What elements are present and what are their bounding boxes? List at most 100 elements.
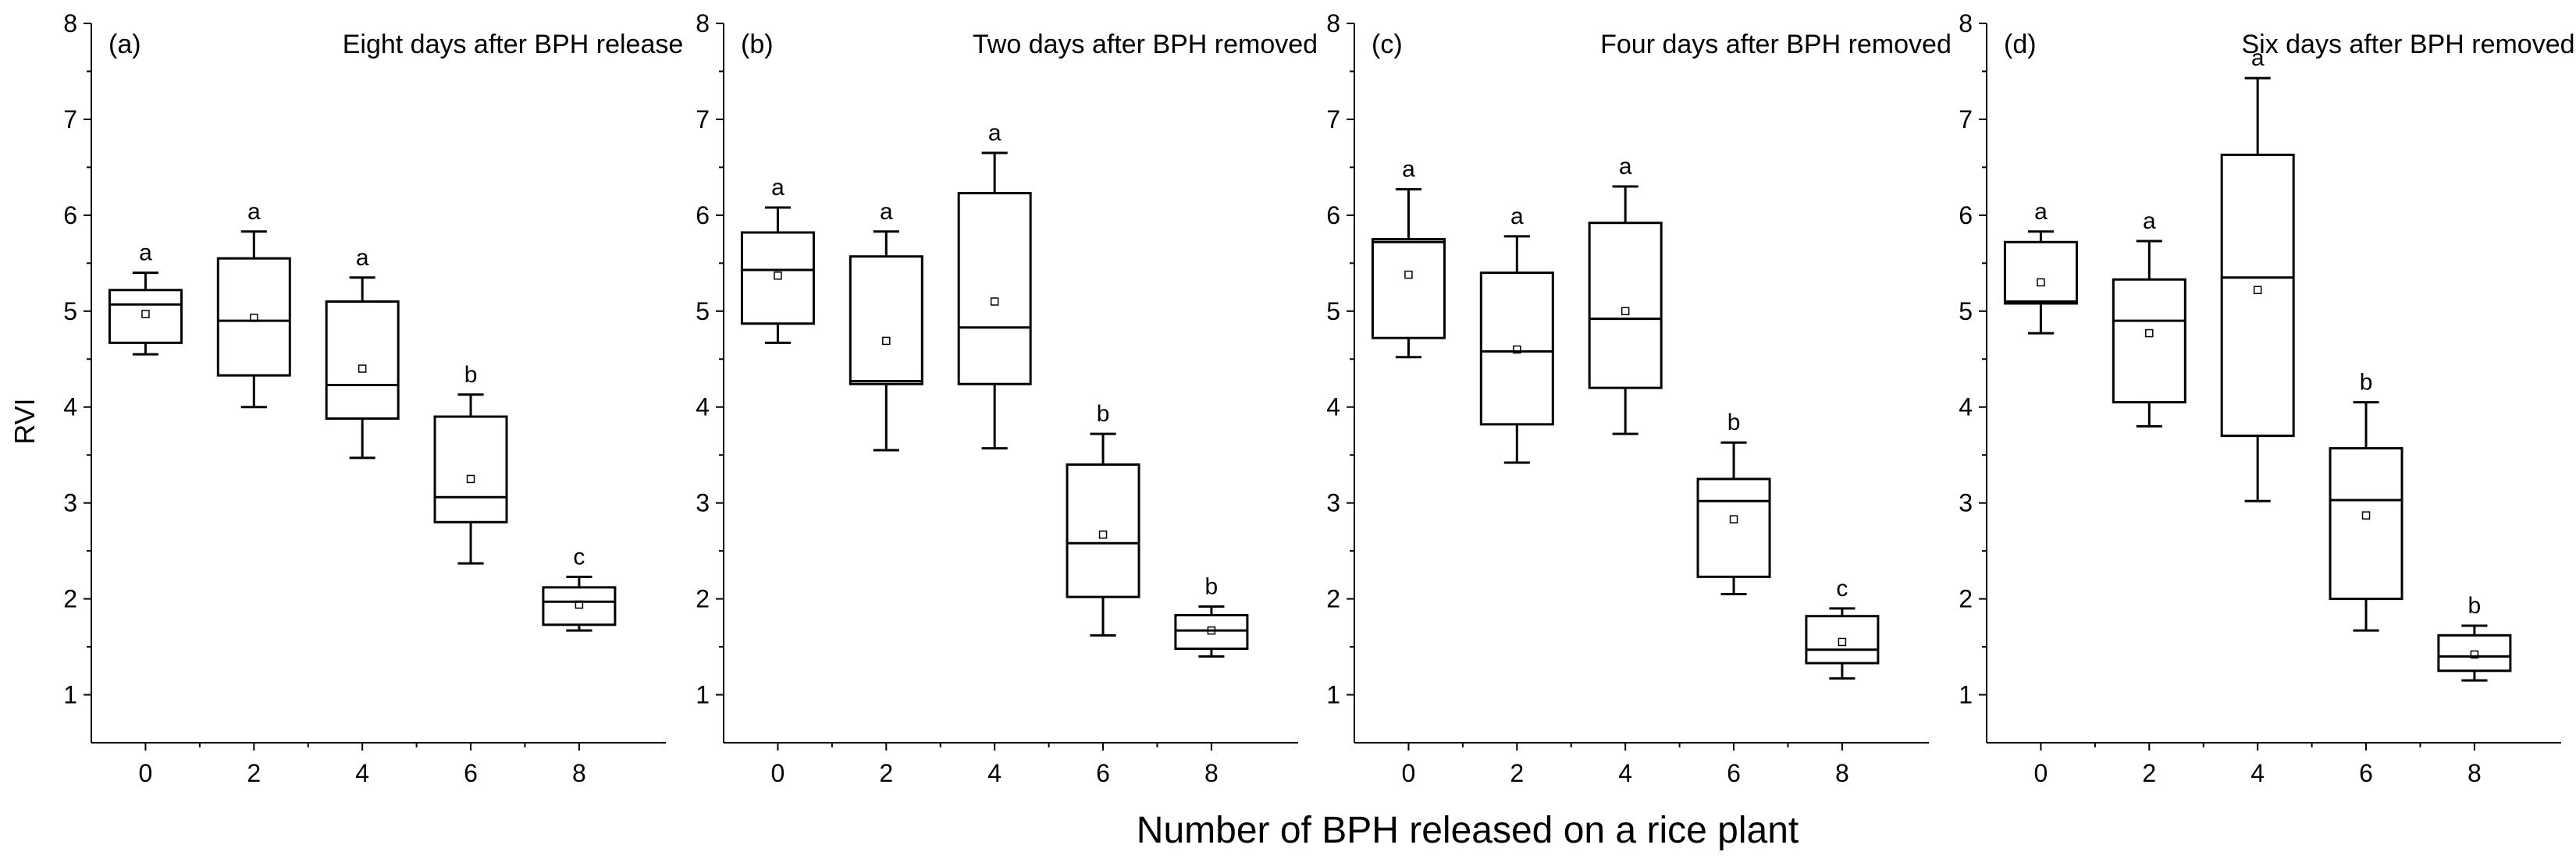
x-tick-label: 4: [1618, 759, 1632, 787]
box-group-6: b: [2329, 370, 2403, 632]
mean-marker: [1621, 307, 1630, 316]
box-iqr: [1805, 615, 1880, 665]
x-tick-label: 8: [2467, 759, 2482, 787]
significance-letter: a: [2143, 208, 2156, 234]
box-group-6: b: [433, 362, 508, 565]
mean-marker: [774, 272, 782, 280]
panel-2: 1 2 3 4 5 6 7 8 0 2 4 6 8 (c) Four days after BPH remo…: [1326, 9, 1952, 787]
y-tick-label: 1: [1326, 681, 1340, 709]
y-tick-label: 6: [63, 201, 77, 229]
x-tick-label: 0: [771, 759, 785, 787]
box-group-2: a: [849, 199, 923, 452]
box-iqr: [1588, 222, 1663, 389]
box-iqr: [542, 586, 617, 626]
box-group-0: a: [1371, 157, 1446, 359]
box-group-4: a: [1588, 154, 1663, 435]
panel-title: Six days after BPH removed: [2241, 30, 2574, 59]
y-tick-label: 6: [696, 201, 710, 229]
panel-1: 1 2 3 4 5 6 7 8 0 2 4 6 8 (b) Two days after BPH remov…: [696, 9, 1318, 787]
y-tick-label: 8: [1326, 9, 1340, 37]
box-group-6: b: [1696, 410, 1771, 595]
significance-letter: a: [247, 199, 261, 225]
panels: 1 2 3 4 5 6 7 8 0 2 4 6 8 (a) Eight days after BPH rel…: [63, 9, 2574, 787]
box-group-2: a: [1479, 204, 1554, 464]
y-tick-label: 7: [63, 105, 77, 133]
mean-marker: [358, 364, 367, 373]
x-tick-label: 0: [139, 759, 153, 787]
significance-letter: a: [2034, 199, 2048, 225]
y-tick-label: 2: [63, 585, 77, 613]
box-iqr: [2437, 634, 2512, 673]
x-tick-label: 8: [1204, 759, 1219, 787]
box-iqr: [1696, 477, 1771, 578]
box-iqr: [1371, 238, 1446, 339]
mean-marker: [250, 314, 258, 322]
box-iqr: [216, 257, 291, 377]
y-tick-label: 7: [1959, 105, 1973, 133]
box-group-0: a: [740, 175, 815, 344]
box-group-8: b: [2437, 593, 2512, 682]
panel-title: Two days after BPH removed: [973, 30, 1318, 59]
x-tick-label: 2: [247, 759, 261, 787]
y-tick-label: 2: [1326, 585, 1340, 613]
mean-marker: [2145, 328, 2154, 338]
significance-letter: b: [1097, 401, 1110, 427]
significance-letter: c: [573, 544, 585, 570]
x-tick-label: 2: [879, 759, 893, 787]
y-tick-label: 4: [1959, 393, 1973, 421]
box-iqr: [325, 300, 400, 420]
y-tick-label: 8: [63, 9, 77, 37]
mean-marker: [575, 600, 584, 609]
box-iqr: [1479, 272, 1554, 426]
significance-letter: c: [1836, 576, 1848, 602]
box-group-6: b: [1066, 401, 1140, 637]
y-tick-label: 3: [1959, 489, 1973, 517]
box-group-4: a: [957, 120, 1032, 450]
y-tick-label: 6: [1959, 201, 1973, 229]
x-tick-label: 8: [1835, 759, 1849, 787]
significance-letter: a: [356, 245, 369, 271]
significance-letter: b: [1205, 573, 1219, 599]
box-group-2: a: [216, 199, 291, 409]
mean-marker: [1729, 515, 1738, 524]
box-iqr: [1174, 613, 1249, 651]
y-axis-label: RVI: [9, 398, 41, 444]
significance-letter: a: [880, 199, 893, 225]
y-tick-label: 2: [1959, 585, 1973, 613]
y-tick-label: 2: [696, 585, 710, 613]
box-group-0: a: [2003, 199, 2078, 335]
panel-label: (b): [741, 30, 774, 59]
y-tick-label: 3: [63, 489, 77, 517]
mean-marker: [990, 297, 999, 306]
x-tick-label: 8: [572, 759, 586, 787]
x-tick-label: 6: [464, 759, 478, 787]
mean-marker: [466, 474, 475, 484]
box-iqr: [433, 415, 508, 524]
box-iqr: [1066, 463, 1140, 598]
significance-letter: a: [1619, 154, 1632, 179]
box-group-4: a: [325, 245, 400, 460]
box-iqr: [2329, 447, 2403, 601]
x-tick-label: 6: [2359, 759, 2373, 787]
box-group-8: b: [1174, 573, 1249, 658]
mean-marker: [2037, 278, 2045, 287]
panel-label: (d): [2004, 30, 2037, 59]
x-tick-label: 4: [2250, 759, 2265, 787]
box-group-2: a: [2112, 208, 2186, 428]
y-tick-label: 3: [1326, 489, 1340, 517]
significance-letter: a: [988, 120, 1002, 146]
x-tick-label: 6: [1096, 759, 1110, 787]
box-group-8: c: [1805, 576, 1880, 680]
x-tick-label: 2: [2142, 759, 2156, 787]
panel-title: Four days after BPH removed: [1600, 30, 1952, 59]
mean-marker: [141, 310, 150, 318]
mean-marker: [1513, 345, 1521, 354]
box-iqr: [2220, 153, 2295, 438]
panel-label: (c): [1372, 30, 1403, 59]
mean-marker: [2470, 650, 2479, 659]
significance-letter: a: [139, 240, 152, 266]
y-tick-label: 7: [696, 105, 710, 133]
significance-letter: a: [1510, 204, 1524, 229]
x-tick-label: 6: [1727, 759, 1741, 787]
